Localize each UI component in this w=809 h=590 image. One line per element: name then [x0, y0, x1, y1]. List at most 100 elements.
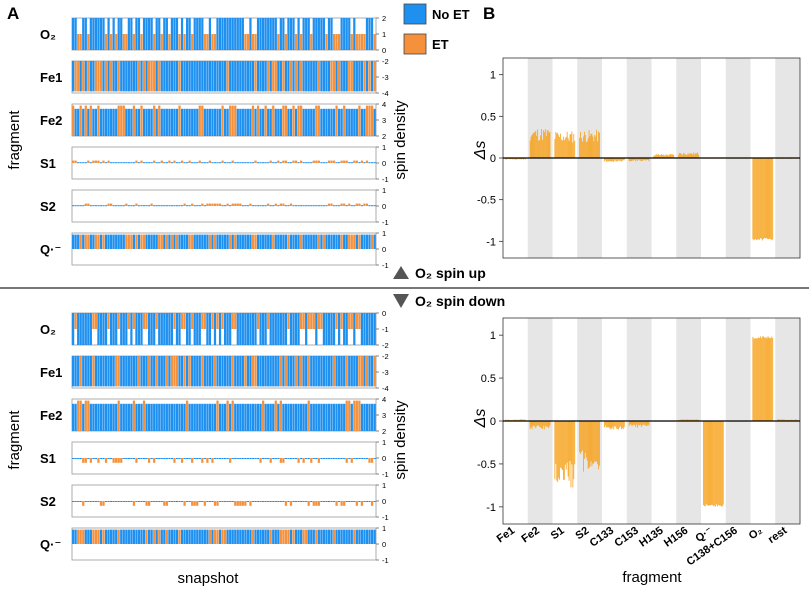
bar-et [231, 313, 234, 329]
delta-bar [760, 158, 762, 239]
bar-no-et [160, 205, 163, 207]
bar-no-et [127, 205, 130, 207]
bar-et [213, 234, 217, 249]
bar-no-et [259, 234, 262, 249]
bar-no-et [130, 458, 133, 459]
bar-no-et [135, 356, 138, 387]
delta-bar [702, 421, 704, 506]
bar-no-et [229, 501, 232, 502]
bar-no-et [229, 162, 232, 164]
bar-no-et [282, 501, 285, 502]
bar-no-et [363, 529, 366, 544]
bar-et [307, 400, 310, 431]
bar-no-et [360, 61, 364, 92]
strip-row-label: S2 [40, 494, 56, 509]
bar-no-et [180, 61, 184, 92]
bar-et [158, 234, 161, 249]
bar-no-et [370, 205, 374, 207]
bar-no-et [358, 61, 361, 92]
bar-no-et [355, 234, 358, 249]
bar-no-et [117, 162, 120, 164]
bar-no-et [132, 162, 136, 164]
bar-et [365, 203, 369, 206]
bar-no-et [292, 18, 295, 50]
bar-no-et [277, 61, 280, 92]
bar-no-et [145, 458, 148, 459]
bar-no-et [79, 501, 82, 502]
bar-no-et [360, 529, 364, 544]
bar-et [284, 501, 288, 506]
bar-et [99, 501, 103, 506]
bar-no-et [92, 458, 95, 459]
bar-no-et [338, 403, 341, 431]
bar-et [117, 529, 120, 544]
bar-et [211, 313, 214, 329]
bar-no-et [165, 403, 168, 431]
bar-no-et [112, 205, 115, 207]
tick-label: -4 [382, 384, 389, 393]
bar-no-et [302, 356, 305, 387]
bar-no-et [315, 458, 318, 459]
bar-et [153, 105, 156, 136]
delta-bar [585, 141, 587, 158]
delta-bar [606, 421, 608, 428]
delta-bar [715, 421, 717, 507]
y-tick-label: 0 [490, 416, 496, 428]
delta-bar [587, 138, 589, 158]
bar-et [140, 105, 143, 136]
strip-bars [72, 203, 376, 207]
bar-no-et [289, 313, 293, 345]
bar-no-et [259, 61, 262, 92]
delta-bar [569, 421, 571, 461]
bar-no-et [234, 529, 237, 544]
delta-bar [607, 158, 609, 162]
bar-no-et [193, 162, 196, 164]
bar-no-et [89, 403, 92, 431]
delta-bar [768, 337, 770, 421]
x-category-label: rest [766, 524, 790, 546]
tick-label: -4 [382, 89, 389, 98]
delta-bar [635, 158, 637, 162]
bar-no-et [142, 529, 146, 544]
bar-no-et [150, 458, 153, 459]
delta-bar [504, 158, 506, 160]
bar-no-et [365, 458, 369, 459]
delta-bar [770, 337, 772, 421]
bar-no-et [325, 162, 328, 164]
bar-et [279, 529, 282, 544]
bar-et [244, 34, 247, 50]
bar-no-et [224, 108, 227, 136]
delta-bar [514, 419, 516, 421]
y-tick-label: 0.5 [481, 111, 496, 123]
bar-no-et [168, 403, 171, 431]
bar-no-et [145, 61, 148, 92]
strip-row: Q·⁻10-1 [40, 229, 389, 270]
bar-no-et [330, 234, 333, 249]
bar-no-et [259, 205, 262, 207]
bar-no-et [267, 356, 270, 387]
bar-et [74, 313, 77, 329]
bar-no-et [201, 529, 204, 544]
bar-no-et [74, 501, 77, 502]
bar-et [183, 356, 186, 387]
legend-label-et: ET [432, 37, 449, 52]
bar-no-et [145, 403, 148, 431]
bar-no-et [244, 162, 247, 164]
bar-et [140, 234, 143, 249]
delta-bar [692, 419, 694, 421]
bar-et [155, 313, 158, 329]
bar-no-et [226, 501, 229, 502]
delta-bar [590, 133, 592, 158]
delta-bar [556, 133, 558, 158]
bar-et [110, 34, 113, 50]
bar-no-et [130, 501, 133, 502]
delta-bar [753, 158, 755, 241]
bar-et [107, 313, 110, 329]
delta-bar [752, 158, 754, 240]
bar-no-et [224, 18, 227, 50]
bar-no-et [363, 162, 366, 164]
bar-no-et [274, 501, 277, 502]
delta-bar [766, 158, 768, 239]
delta-bar [782, 419, 784, 421]
